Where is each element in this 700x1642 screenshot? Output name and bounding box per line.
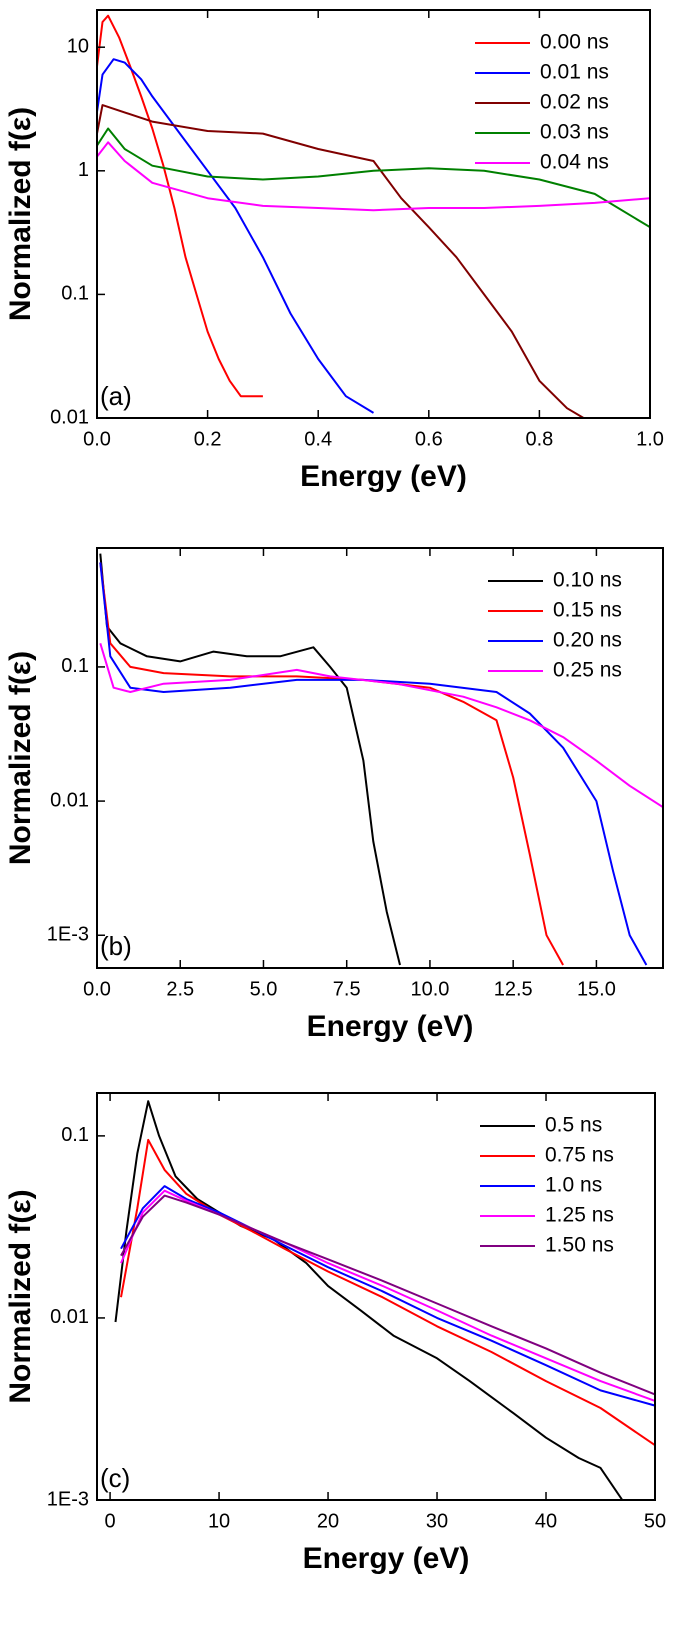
x-tick-label: 5.0 xyxy=(250,978,278,1000)
plot-frame xyxy=(96,1092,656,1501)
legend-label: 0.00 ns xyxy=(540,31,609,54)
y-axis-title: Normalized f(ε) xyxy=(4,1189,37,1403)
legend-label: 0.20 ns xyxy=(553,629,622,652)
x-tick-label: 0.4 xyxy=(304,428,332,450)
legend-label: 0.15 ns xyxy=(553,599,622,622)
legend-label: 1.50 ns xyxy=(545,1234,614,1257)
data-line xyxy=(120,1138,655,1447)
legend-label: 0.25 ns xyxy=(553,659,622,682)
data-line xyxy=(99,553,401,966)
y-axis-title: Normalized f(ε) xyxy=(4,107,37,321)
legend-label: 0.5 ns xyxy=(545,1114,602,1137)
legend-label: 1.0 ns xyxy=(545,1174,602,1197)
x-tick-label: 0.0 xyxy=(83,978,111,1000)
x-axis-title: Energy (eV) xyxy=(300,460,467,493)
data-line xyxy=(97,104,585,418)
panel-label: (b) xyxy=(100,931,132,961)
x-tick-label: 12.5 xyxy=(494,978,533,1000)
x-tick-label: 40 xyxy=(535,1510,557,1532)
x-tick-label: 0.0 xyxy=(83,428,111,450)
data-line xyxy=(97,141,650,212)
legend-label: 0.03 ns xyxy=(540,121,609,144)
data-line xyxy=(97,58,375,414)
legend-label: 0.75 ns xyxy=(545,1144,614,1167)
x-axis-title: Energy (eV) xyxy=(303,1542,470,1575)
x-tick-label: 0 xyxy=(105,1510,116,1532)
legend-label: 0.04 ns xyxy=(540,151,609,174)
data-line xyxy=(120,1189,655,1402)
panel: 0.0 2.5 5.0 7.5 10.0 12.5 15.0 1E-3 0.01 0.1 Energ… xyxy=(4,547,664,1043)
data-line xyxy=(99,643,663,809)
data-line xyxy=(99,562,564,966)
legend-label: 0.01 ns xyxy=(540,61,609,84)
data-line xyxy=(120,1194,655,1396)
x-tick-label: 30 xyxy=(426,1510,448,1532)
data-line xyxy=(97,14,263,398)
plot-frame xyxy=(96,9,651,419)
y-tick-label: 0.1 xyxy=(61,655,89,677)
data-line xyxy=(99,562,648,966)
x-tick-label: 10.0 xyxy=(410,978,449,1000)
y-tick-label: 1 xyxy=(78,159,89,181)
x-tick-label: 50 xyxy=(644,1510,666,1532)
legend-label: 1.25 ns xyxy=(545,1204,614,1227)
x-tick-label: 15.0 xyxy=(577,978,616,1000)
data-line xyxy=(97,127,650,229)
plot-frame xyxy=(96,547,664,969)
panel-label: (c) xyxy=(100,1463,130,1493)
x-tick-label: 2.5 xyxy=(166,978,194,1000)
y-tick-label: 10 xyxy=(67,35,89,57)
y-tick-label: 0.01 xyxy=(50,406,89,428)
y-tick-label: 0.1 xyxy=(61,283,89,305)
y-axis-title: Normalized f(ε) xyxy=(4,651,37,865)
x-tick-label: 0.2 xyxy=(194,428,222,450)
panel: 0 10 20 30 40 50 1E-3 0.01 0.1 Energy (eV) Normali… xyxy=(4,1092,666,1575)
x-tick-label: 20 xyxy=(317,1510,339,1532)
y-tick-label: 0.01 xyxy=(50,789,89,811)
legend-label: 0.02 ns xyxy=(540,91,609,114)
panel-label: (a) xyxy=(100,381,132,411)
x-tick-label: 10 xyxy=(208,1510,230,1532)
data-line xyxy=(120,1185,655,1407)
y-tick-label: 1E-3 xyxy=(47,1488,89,1510)
y-tick-label: 0.1 xyxy=(61,1124,89,1146)
x-axis-title: Energy (eV) xyxy=(307,1010,474,1043)
y-tick-label: 0.01 xyxy=(50,1306,89,1328)
x-tick-label: 0.6 xyxy=(415,428,443,450)
y-tick-label: 1E-3 xyxy=(47,924,89,946)
data-line xyxy=(114,1100,624,1500)
panel: 0.0 0.2 0.4 0.6 0.8 1.0 0.01 0.1 1 10 Energy (eV) N… xyxy=(4,9,664,493)
legend-label: 0.10 ns xyxy=(553,569,622,592)
x-tick-label: 7.5 xyxy=(333,978,361,1000)
x-tick-label: 0.8 xyxy=(525,428,553,450)
x-tick-label: 1.0 xyxy=(636,428,664,450)
